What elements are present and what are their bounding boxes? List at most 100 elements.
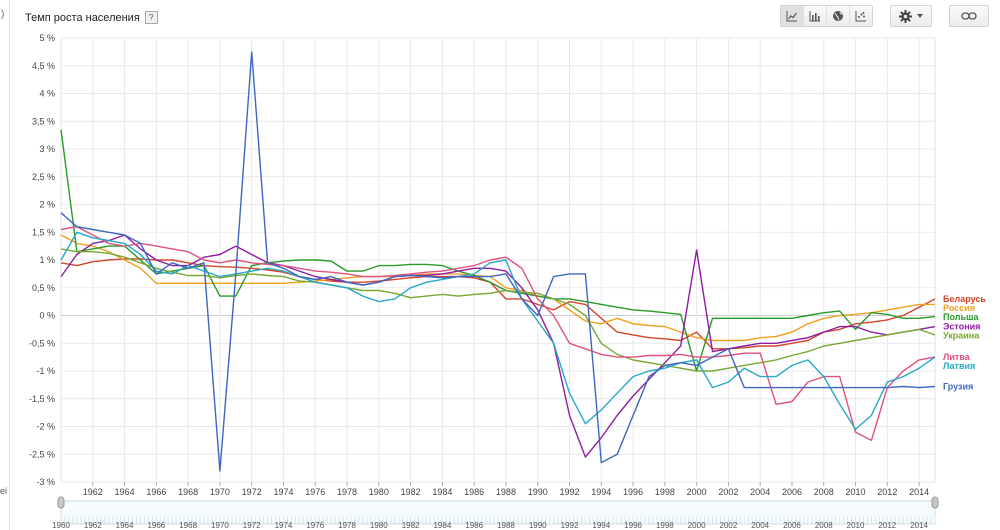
y-tick-label: 1 % xyxy=(39,255,55,265)
y-tick-label: 3 % xyxy=(39,144,55,154)
series-line-2 xyxy=(60,129,936,372)
time-range-navigator[interactable]: 1960 1962 1964 1966 1968 1970 1972 1974 1976 1978… xyxy=(52,496,939,530)
x-tick-label: 2010 xyxy=(846,487,866,497)
y-tick-label: -2,5 % xyxy=(29,449,55,459)
x-tick-label: 1980 xyxy=(369,487,389,497)
scatter-chart-icon xyxy=(855,10,866,21)
navigator-tick-label: 2010 xyxy=(847,521,865,530)
series-line-4 xyxy=(60,248,936,372)
x-tick-label: 1990 xyxy=(528,487,548,497)
left-panel-edge: ) ei xyxy=(0,0,10,530)
legend-label: Россия xyxy=(943,303,975,313)
navigator-tick-label: 1976 xyxy=(306,521,324,530)
link-icon xyxy=(961,12,977,20)
navigator-tick-label: 1992 xyxy=(561,521,579,530)
x-tick-label: 1972 xyxy=(242,487,262,497)
x-tick-label: 1976 xyxy=(305,487,325,497)
series-line-0 xyxy=(60,258,936,350)
legend-label: Грузия xyxy=(943,382,973,392)
navigator-tick-label: 1966 xyxy=(147,521,165,530)
line-chart-icon xyxy=(786,10,797,21)
x-tick-label: 1970 xyxy=(210,487,230,497)
navigator-tick-label: 2012 xyxy=(878,521,896,530)
y-tick-label: 2,5 % xyxy=(32,172,55,182)
legend-label: Беларусь xyxy=(943,294,986,304)
y-tick-label: -2 % xyxy=(36,422,55,432)
legend-label: Латвия xyxy=(943,361,975,371)
y-tick-label: 3,5 % xyxy=(32,116,55,126)
gear-icon xyxy=(899,9,912,23)
legend-label: Украина xyxy=(943,331,980,341)
x-tick-label: 2014 xyxy=(909,487,929,497)
help-button[interactable]: ? xyxy=(144,11,158,24)
legend-label: Литва xyxy=(943,352,971,362)
navigator-tick-label: 1968 xyxy=(179,521,197,530)
bar-chart-button[interactable] xyxy=(803,6,826,26)
navigator-left-handle[interactable] xyxy=(57,496,65,509)
chart-toolbar xyxy=(780,5,989,27)
navigator-tick-label: 1980 xyxy=(370,521,388,530)
y-tick-label: -1,5 % xyxy=(29,394,55,404)
navigator-tick-label: 1982 xyxy=(402,521,420,530)
y-tick-label: 5 % xyxy=(39,33,55,43)
navigator-right-handle[interactable] xyxy=(931,496,939,509)
x-tick-label: 2000 xyxy=(687,487,707,497)
x-tick-label: 1968 xyxy=(178,487,198,497)
left-panel-glyph-bottom: ei xyxy=(0,486,8,496)
x-tick-label: 2004 xyxy=(750,487,770,497)
navigator-tick-label: 1972 xyxy=(243,521,261,530)
navigator-tick-label: 2000 xyxy=(688,521,706,530)
navigator-tick-label: 1964 xyxy=(116,521,134,530)
chart-type-switcher xyxy=(780,5,873,27)
x-tick-label: 1986 xyxy=(464,487,484,497)
x-tick-label: 1964 xyxy=(115,487,135,497)
navigator-tick-label: 1988 xyxy=(497,521,515,530)
chart-header: Темп роста населения ? xyxy=(25,11,158,24)
x-tick-label: 2002 xyxy=(718,487,738,497)
x-tick-label: 1984 xyxy=(432,487,452,497)
map-button[interactable] xyxy=(826,6,849,26)
y-tick-label: 4 % xyxy=(39,89,55,99)
x-tick-label: 1988 xyxy=(496,487,516,497)
x-tick-label: 1962 xyxy=(83,487,103,497)
x-tick-label: 2012 xyxy=(877,487,897,497)
navigator-tick-label: 1960 xyxy=(52,521,70,530)
x-axis: 1962 1964 1966 1968 1970 1972 1974 1976 1978 1980… xyxy=(83,482,929,497)
navigator-tick-label: 1986 xyxy=(465,521,483,530)
legend-label: Польша xyxy=(943,312,979,322)
series-line-1 xyxy=(60,234,935,342)
navigator-tick-label: 1984 xyxy=(433,521,451,530)
navigator-tick-label: 1974 xyxy=(275,521,293,530)
navigator-tick-label: 2006 xyxy=(783,521,801,530)
x-tick-label: 1982 xyxy=(401,487,421,497)
scatter-chart-button[interactable] xyxy=(849,6,872,26)
line-chart-button[interactable] xyxy=(781,6,803,26)
share-link-button[interactable] xyxy=(949,5,989,27)
navigator-tick-label: 1970 xyxy=(211,521,229,530)
navigator-tick-label: 1962 xyxy=(84,521,102,530)
x-tick-label: 1998 xyxy=(655,487,675,497)
x-tick-label: 2008 xyxy=(814,487,834,497)
globe-icon xyxy=(833,11,843,21)
bar-chart-icon xyxy=(809,10,820,21)
settings-button[interactable] xyxy=(890,5,932,27)
y-tick-label: 2 % xyxy=(39,200,55,210)
navigator-tick-label: 1994 xyxy=(592,521,610,530)
x-tick-label: 1996 xyxy=(623,487,643,497)
y-tick-label: 0 % xyxy=(39,311,55,321)
navigator-tick-label: 1978 xyxy=(338,521,356,530)
chevron-down-icon xyxy=(917,14,923,18)
chart-grid xyxy=(60,37,936,483)
y-tick-label: 1,5 % xyxy=(32,227,55,237)
navigator-tick-label: 1990 xyxy=(529,521,547,530)
left-panel-glyph-top: ) xyxy=(1,9,5,20)
y-tick-label: 4,5 % xyxy=(32,61,55,71)
series-line-5 xyxy=(60,225,936,442)
x-tick-label: 2006 xyxy=(782,487,802,497)
x-tick-label: 1974 xyxy=(273,487,293,497)
y-axis: -3 % -2,5 % -2 % -1,5 % -1 % -0,5 % 0 % 0,5 % 1 … xyxy=(29,33,55,487)
navigator-tick-label: 2008 xyxy=(815,521,833,530)
x-tick-label: 1992 xyxy=(559,487,579,497)
